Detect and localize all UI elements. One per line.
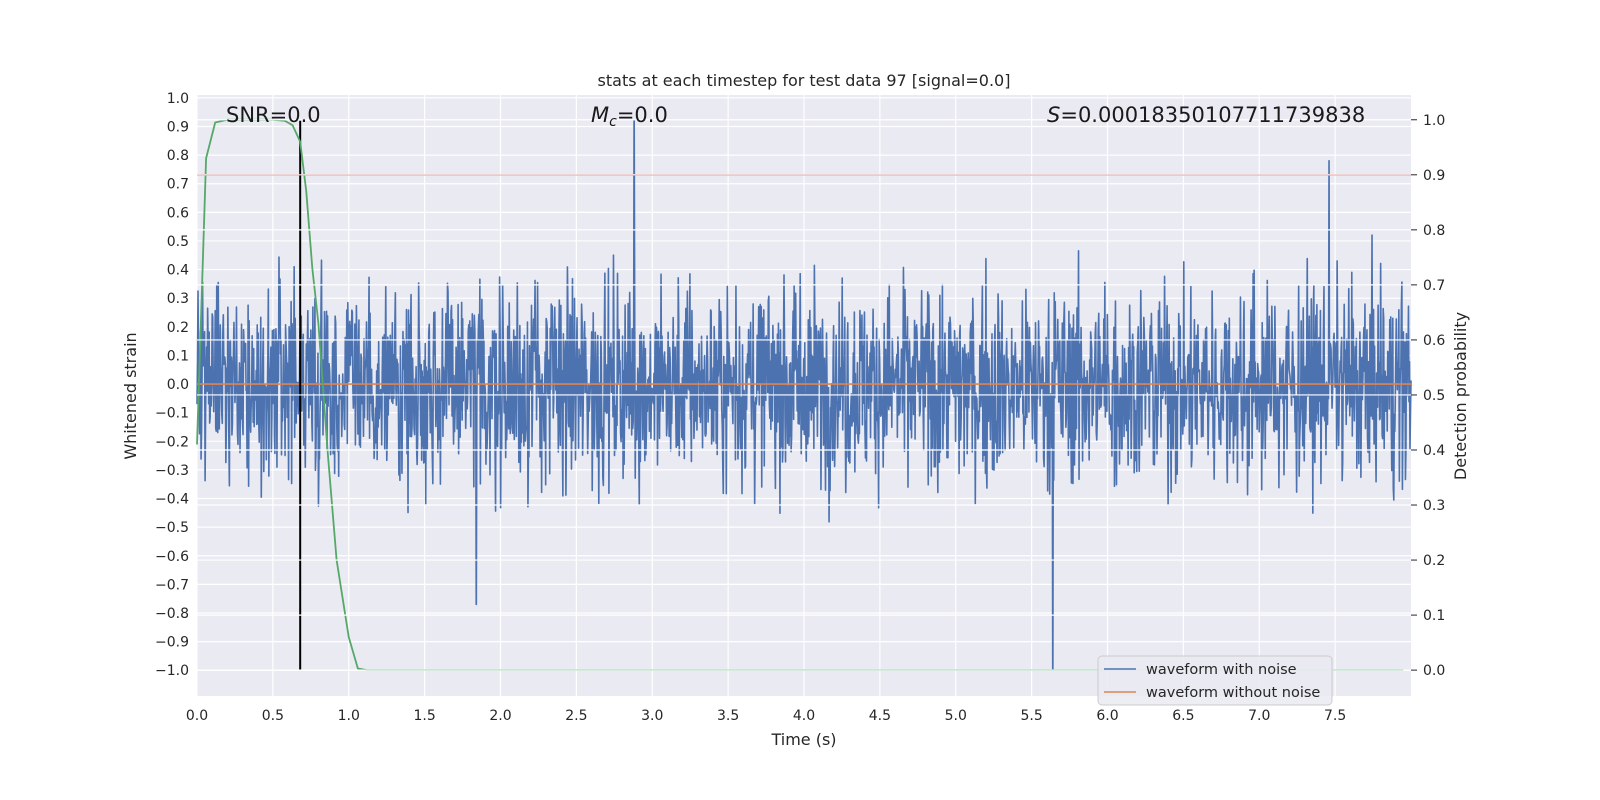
x-tick-label: 2.0	[489, 708, 511, 724]
y-left-axis-ticks: 1.0 0.9 0.8 0.7 0.6 0.5 0.4 0.3 0.2 0.1 0.0 −0.1 −0.…	[155, 91, 189, 679]
y-right-tick-label: 0.4	[1423, 443, 1445, 459]
x-tick-label: 7.0	[1248, 708, 1270, 724]
annotation-s: S=0.00018350107711739838	[1047, 103, 1365, 127]
x-tick-label: 5.5	[1020, 708, 1042, 724]
x-tick-label: 2.5	[565, 708, 587, 724]
legend-label-waveform-without-noise: waveform without noise	[1146, 685, 1320, 701]
y-right-axis-label: Detection probability	[1451, 312, 1470, 480]
y-left-tick-label: −0.1	[155, 406, 189, 422]
y-left-tick-label: 0.4	[167, 263, 189, 279]
x-tick-label: 5.0	[945, 708, 967, 724]
y-right-tick-label: 0.9	[1423, 168, 1445, 184]
legend: waveform with noise waveform without noi…	[1097, 655, 1333, 706]
x-tick-label: 3.5	[717, 708, 739, 724]
y-left-tick-label: 1.0	[167, 91, 189, 107]
x-tick-label: 4.0	[793, 708, 815, 724]
y-right-tick-label: 0.8	[1423, 223, 1445, 239]
y-left-tick-label: −0.2	[155, 434, 189, 450]
y-left-tick-label: −0.8	[155, 606, 189, 622]
y-left-tick-label: 0.2	[167, 320, 189, 336]
x-tick-label: 1.0	[338, 708, 360, 724]
x-tick-label: 0.5	[262, 708, 284, 724]
grid-right	[197, 119, 1411, 671]
y-left-axis-label: Whitened strain	[121, 332, 140, 459]
x-tick-label: 0.0	[186, 708, 208, 724]
y-right-axis-ticks: 0.0 0.1 0.2 0.3 0.4 0.5 0.6 0.7 0.8 0.9 1.0	[1411, 113, 1445, 679]
y-left-tick-label: 0.5	[167, 234, 189, 250]
waveform-with-noise-line	[196, 119, 1412, 672]
y-right-tick-label: 0.2	[1423, 553, 1445, 569]
y-left-tick-label: 0.3	[167, 291, 189, 307]
y-left-tick-label: 0.6	[167, 205, 189, 221]
y-left-tick-label: −0.7	[155, 577, 189, 593]
y-left-tick-label: 0.0	[167, 377, 189, 393]
y-left-tick-label: −0.3	[155, 463, 189, 479]
y-left-tick-label: 0.9	[167, 119, 189, 135]
legend-label-waveform-with-noise: waveform with noise	[1146, 662, 1297, 678]
legend-box	[1097, 655, 1333, 706]
y-right-tick-label: 0.0	[1423, 663, 1445, 679]
series-waveform-with-noise	[196, 119, 1412, 672]
y-left-tick-label: −0.4	[155, 492, 189, 508]
y-right-tick-label: 0.1	[1423, 608, 1445, 624]
y-left-tick-label: −0.5	[155, 520, 189, 536]
y-left-tick-label: −1.0	[155, 663, 189, 679]
y-right-tick-label: 1.0	[1423, 113, 1445, 129]
x-tick-label: 6.5	[1172, 708, 1194, 724]
x-axis-label: Time (s)	[770, 730, 836, 749]
y-left-tick-label: −0.6	[155, 549, 189, 565]
x-tick-label: 7.5	[1324, 708, 1346, 724]
annotation-mc: Mc=0.0	[591, 103, 668, 130]
y-left-tick-label: 0.7	[167, 177, 189, 193]
y-left-tick-label: 0.1	[167, 348, 189, 364]
y-left-tick-label: −0.9	[155, 635, 189, 651]
annotation-snr: SNR=0.0	[226, 103, 321, 127]
chart-title: stats at each timestep for test data 97 …	[598, 71, 1011, 90]
x-tick-label: 1.5	[413, 708, 435, 724]
y-right-tick-label: 0.6	[1423, 333, 1445, 349]
x-tick-label: 4.5	[869, 708, 891, 724]
y-right-tick-label: 0.5	[1423, 388, 1445, 404]
y-left-tick-label: 0.8	[167, 148, 189, 164]
x-axis-ticks: 0.0 0.5 1.0 1.5 2.0 2.5 3.0 3.5 4.0 4.5 5.0 5.5 6.0 6…	[186, 708, 1346, 724]
x-tick-label: 6.0	[1096, 708, 1118, 724]
y-right-tick-label: 0.7	[1423, 278, 1445, 294]
y-right-tick-label: 0.3	[1423, 498, 1445, 514]
x-tick-label: 3.0	[641, 708, 663, 724]
